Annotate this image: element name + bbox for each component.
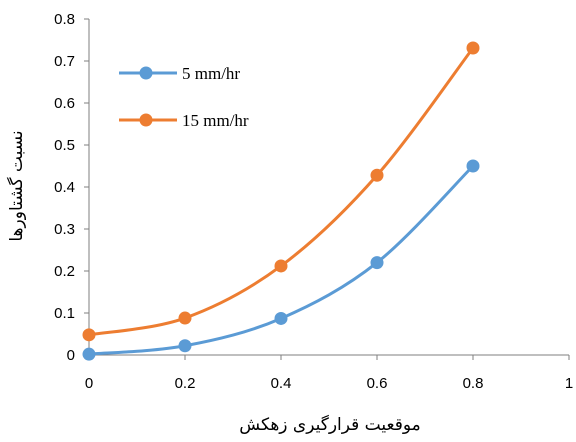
x-tick-label: 1: [565, 375, 573, 392]
y-tick-label: 0.4: [54, 179, 75, 196]
x-tick-label: 0.4: [271, 375, 292, 392]
data-point: [178, 339, 192, 353]
legend-label: 15 mm/hr: [182, 111, 249, 130]
data-point: [274, 311, 288, 325]
y-tick-label: 0.3: [54, 221, 75, 238]
series-1: [82, 41, 480, 342]
y-tick-label: 0: [67, 347, 75, 364]
y-tick-label: 0.2: [54, 263, 75, 280]
legend-label: 5 mm/hr: [182, 64, 240, 83]
series-0: [82, 159, 480, 361]
data-point: [370, 256, 384, 270]
x-tick-label: 0.2: [175, 375, 196, 392]
data-point: [466, 159, 480, 173]
y-tick-label: 0.7: [54, 53, 75, 70]
legend-marker: [139, 66, 153, 80]
legend: 5 mm/hr 15 mm/hr: [119, 64, 249, 130]
x-tick-labels: 0 0.2 0.4 0.6 0.8 1: [85, 375, 573, 392]
x-tick-label: 0.6: [367, 375, 388, 392]
series-line: [87, 46, 475, 337]
y-tick-label: 0.6: [54, 95, 75, 112]
data-point: [82, 347, 96, 361]
y-tick-label: 0.5: [54, 137, 75, 154]
y-axis-title: نسبت گشتاورها: [6, 130, 27, 241]
y-tick-label: 0.1: [54, 305, 75, 322]
legend-marker: [139, 113, 153, 127]
data-point: [82, 328, 96, 342]
data-point: [370, 168, 384, 182]
data-point: [178, 311, 192, 325]
y-tick-label: 0.8: [54, 11, 75, 28]
legend-item-0: 5 mm/hr: [119, 64, 240, 83]
series-layer: [82, 41, 480, 361]
y-tick-labels: 0 0.1 0.2 0.3 0.4 0.5 0.6 0.7 0.8: [54, 11, 75, 364]
x-axis-title: موقعیت قرارگیری زهکش: [239, 414, 420, 435]
data-point: [466, 41, 480, 55]
x-tick-label: 0: [85, 375, 93, 392]
axes: [84, 18, 570, 360]
legend-item-1: 15 mm/hr: [119, 111, 249, 130]
data-point: [274, 259, 288, 273]
x-tick-label: 0.8: [463, 375, 484, 392]
